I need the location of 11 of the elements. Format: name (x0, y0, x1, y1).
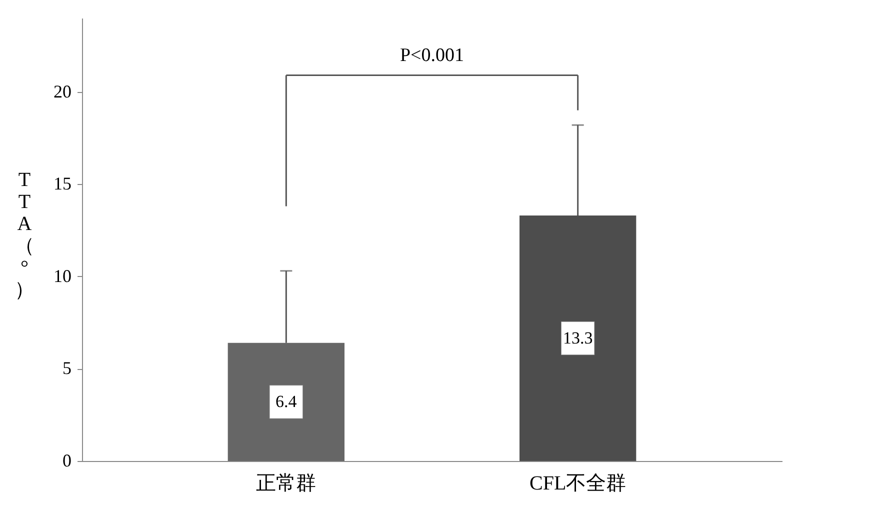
x-tick-label: CFL不全群 (529, 472, 626, 494)
y-tick-label: 0 (62, 450, 72, 470)
y-tick-label: 15 (54, 174, 72, 194)
y-tick-label: 5 (62, 358, 72, 378)
x-tick-label: 正常群 (256, 472, 316, 494)
annotation: P<0.001 (400, 45, 464, 66)
data-label: 6.4 (276, 392, 298, 411)
y-tick-label: 20 (54, 81, 72, 102)
data-label: 13.3 (562, 328, 593, 348)
y-axis-title: TTA（°） (14, 169, 34, 301)
y-tick-label: 10 (54, 266, 72, 286)
